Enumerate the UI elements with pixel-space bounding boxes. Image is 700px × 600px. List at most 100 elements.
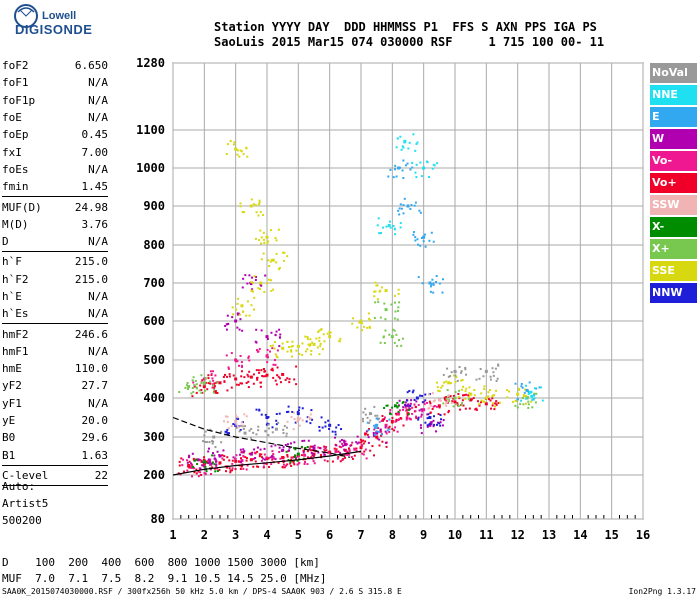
echo-pixel	[260, 369, 263, 372]
echo-point	[271, 258, 275, 262]
echo-pixel	[524, 388, 527, 391]
param-name: B1	[2, 448, 16, 462]
echo-pixel	[426, 424, 429, 427]
echo-pixel	[290, 345, 293, 348]
echo-pixel	[195, 386, 198, 389]
echo-pixel	[491, 402, 494, 405]
echo-pixel	[415, 415, 418, 418]
echo-pixel	[259, 283, 262, 286]
echo-pixel	[239, 318, 242, 321]
echo-pixel	[232, 143, 235, 146]
echo-pixel	[308, 418, 311, 421]
echo-pixel	[318, 329, 321, 332]
echo-pixel	[288, 378, 291, 381]
echo-pixel	[311, 457, 314, 460]
echo-pixel	[313, 462, 316, 465]
param-value: 3.76	[81, 217, 109, 231]
echo-pixel	[228, 375, 231, 378]
echo-point	[393, 404, 397, 408]
echo-pixel	[530, 400, 533, 403]
echo-pixel	[242, 467, 245, 470]
echo-pixel	[239, 467, 242, 470]
x-tick-label: 10	[448, 528, 462, 542]
echo-pixel	[318, 429, 321, 432]
echo-pixel	[278, 377, 281, 380]
echo-pixel	[250, 376, 253, 379]
echo-pixel	[224, 373, 227, 376]
echo-pixel	[271, 347, 274, 350]
echo-pixel	[274, 444, 277, 447]
echo-pixel	[254, 460, 257, 463]
echo-pixel	[201, 379, 204, 382]
echo-pixel	[394, 233, 397, 236]
param-value: N/A	[88, 111, 108, 125]
echo-point	[296, 417, 300, 421]
echo-pixel	[409, 402, 412, 405]
echo-pixel	[493, 408, 496, 411]
echo-pixel	[200, 374, 203, 377]
echo-pixel	[293, 454, 296, 457]
echo-pixel	[520, 385, 523, 388]
echo-pixel	[413, 403, 416, 406]
echo-pixel	[380, 433, 383, 436]
echo-pixel	[491, 397, 494, 400]
echo-pixel	[271, 367, 274, 370]
echo-pixel	[394, 164, 397, 167]
echo-pixel	[323, 448, 326, 451]
echo-point	[387, 224, 391, 227]
echo-pixel	[286, 340, 289, 343]
echo-point	[375, 423, 379, 427]
echo-pixel	[364, 413, 367, 416]
station-header: Station YYYY DAY DDD HHMMSS P1 FFS S AXN…	[214, 20, 604, 50]
echo-pixel	[320, 416, 323, 419]
param-value: N/A	[88, 396, 108, 410]
echo-pixel	[443, 398, 446, 401]
echo-pixel	[234, 468, 237, 471]
echo-pixel	[397, 405, 400, 408]
echo-pixel	[192, 465, 195, 468]
echo-pixel	[407, 408, 410, 411]
echo-pixel	[442, 402, 445, 405]
echo-pixel	[457, 392, 460, 395]
echo-pixel	[452, 394, 455, 397]
echo-pixel	[421, 282, 424, 285]
echo-pixel	[522, 395, 525, 398]
echo-point	[406, 204, 410, 208]
echo-pixel	[339, 440, 342, 443]
legend-item-noval: NoVal	[650, 63, 697, 83]
echo-pixel	[306, 348, 309, 351]
echo-pixel	[397, 288, 400, 291]
echo-pixel	[447, 409, 450, 412]
echo-pixel	[438, 390, 441, 393]
echo-point	[422, 408, 426, 412]
echo-pixel	[518, 388, 521, 391]
echo-pixel	[530, 396, 533, 399]
echo-pixel	[248, 274, 251, 277]
echo-pixel	[242, 153, 245, 156]
echo-pixel	[376, 414, 379, 417]
echo-pixel	[252, 281, 255, 284]
echo-pixel	[275, 419, 278, 422]
echo-pixel	[428, 400, 431, 403]
echo-point	[234, 377, 238, 381]
echo-pixel	[268, 427, 271, 430]
echo-point	[375, 435, 379, 439]
echo-pixel	[191, 395, 194, 398]
echo-pixel	[487, 391, 490, 394]
echo-pixel	[238, 328, 241, 331]
echo-pixel	[441, 424, 444, 427]
echo-pixel	[257, 203, 260, 206]
echo-point	[281, 372, 285, 376]
echo-pixel	[483, 401, 486, 404]
legend-item-vo-: Vo+	[650, 173, 697, 193]
echo-pixel	[391, 421, 394, 424]
echo-pixel	[225, 430, 228, 433]
param-name: foEs	[2, 162, 29, 176]
echo-pixel	[464, 390, 467, 393]
echo-pixel	[301, 419, 304, 422]
echo-pixel	[241, 382, 244, 385]
param-name: yE	[2, 414, 16, 428]
echo-pixel	[426, 413, 429, 416]
echo-pixel	[259, 385, 262, 388]
